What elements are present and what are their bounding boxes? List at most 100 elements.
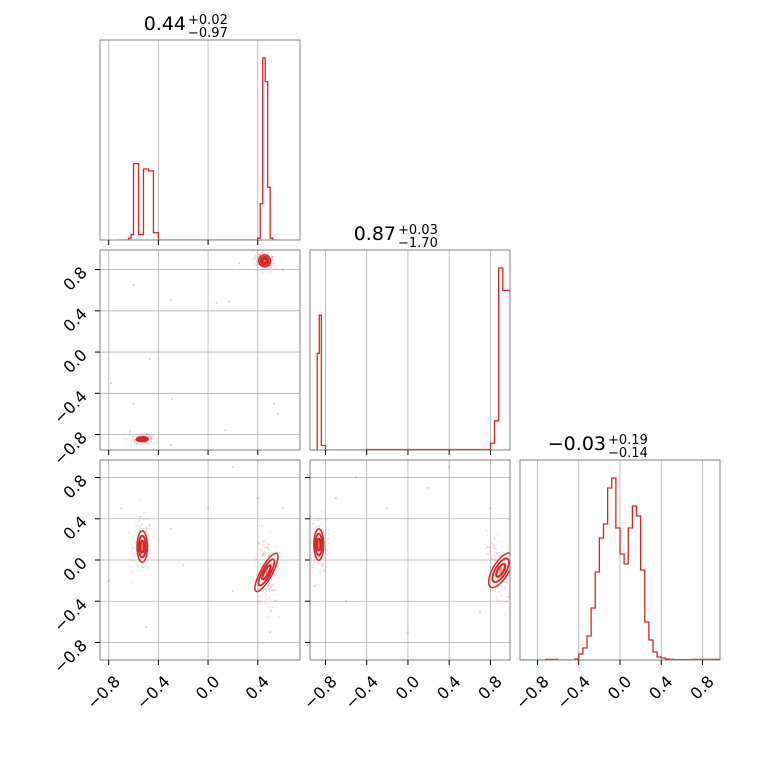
scatter-point: [134, 530, 137, 533]
scatter-point: [170, 397, 174, 400]
scatter-point: [511, 553, 513, 555]
scatter-point: [494, 534, 497, 537]
scatter-point: [268, 588, 271, 591]
scatter-point: [312, 561, 315, 564]
scatter-point: [269, 631, 272, 634]
scatter-point: [169, 299, 172, 302]
title-minus-error: −0.97: [188, 26, 228, 41]
title-minus-error: −0.14: [608, 446, 648, 461]
scatter-point: [267, 584, 270, 587]
y-tick-label: 0.4: [59, 512, 90, 543]
scatter-point: [306, 528, 308, 530]
scatter-point: [484, 543, 487, 546]
x-tick-label: −0.8: [300, 672, 341, 713]
y-tick-label: −0.4: [50, 387, 91, 428]
scatter-point: [316, 583, 319, 586]
scatter-point: [135, 442, 138, 445]
scatter-point: [493, 538, 496, 541]
scatter-point: [254, 558, 257, 561]
scatter-point: [264, 591, 267, 594]
scatter-point: [269, 597, 272, 600]
scatter-point: [505, 544, 508, 547]
scatter-point: [262, 642, 265, 645]
scatter-point: [267, 545, 270, 548]
scatter-point: [142, 527, 145, 530]
scatter-point: [276, 412, 279, 416]
scatter-point: [273, 264, 276, 267]
scatter-point: [120, 507, 123, 510]
scatter-point: [322, 562, 325, 565]
scatter-point: [144, 526, 147, 529]
scatter-point: [503, 589, 506, 592]
scatter-point: [320, 510, 323, 513]
scatter-point: [264, 597, 267, 600]
scatter-point: [139, 515, 142, 518]
title-plus-error: +0.02: [188, 13, 228, 28]
scatter-point: [271, 263, 274, 266]
scatter-point: [427, 486, 430, 489]
scatter-point: [133, 554, 136, 557]
scatter-point: [492, 536, 495, 539]
scatter-point: [507, 596, 510, 599]
scatter-point: [144, 529, 147, 532]
scatter-panel: [107, 466, 285, 645]
scatter-point: [324, 518, 327, 521]
scatter-point: [133, 440, 136, 443]
scatter-point: [254, 256, 257, 259]
density-contour: [257, 254, 272, 268]
scatter-point: [488, 546, 491, 549]
x-tick-label: 0.4: [242, 672, 273, 703]
scatter-point: [253, 256, 256, 259]
density-core: [263, 259, 266, 263]
scatter-point: [137, 565, 140, 568]
scatter-point: [138, 528, 141, 531]
scatter-point: [505, 600, 508, 603]
scatter-point: [448, 466, 451, 469]
scatter-point: [142, 518, 145, 521]
scatter-point: [355, 476, 358, 479]
title-value: 0.44: [144, 13, 186, 35]
scatter-point: [182, 564, 185, 567]
scatter-point: [134, 562, 137, 565]
scatter-point: [386, 507, 389, 510]
scatter-point: [231, 589, 235, 593]
scatter-point: [495, 597, 498, 600]
histogram-title: 0.87 +0.03−1.70: [354, 223, 438, 251]
scatter-point: [137, 531, 140, 534]
y-tick-label: 0.8: [59, 471, 90, 502]
scatter-point: [145, 527, 148, 530]
scatter-point: [260, 555, 263, 558]
scatter-point: [311, 565, 314, 568]
scatter-point: [263, 546, 266, 549]
scatter-point: [272, 261, 275, 264]
x-tick-label: −0.4: [133, 672, 174, 713]
scatter-point: [498, 590, 501, 593]
scatter-point: [255, 260, 258, 263]
scatter-point: [263, 267, 266, 270]
scatter-point: [317, 561, 320, 564]
scatter-point: [493, 554, 496, 557]
density-contour: [257, 558, 276, 587]
scatter-point: [270, 266, 273, 269]
scatter-point: [267, 266, 270, 269]
title-value: 0.87: [354, 223, 396, 245]
scatter-point: [516, 604, 518, 606]
scatter-point: [271, 266, 274, 269]
scatter-point: [267, 271, 270, 274]
scatter-point: [145, 530, 148, 533]
scatter-point: [493, 559, 496, 562]
scatter-point: [255, 263, 258, 266]
scatter-point: [260, 563, 263, 566]
scatter-point: [270, 263, 273, 266]
scatter-point: [152, 435, 155, 438]
scatter-point: [132, 438, 135, 441]
density-contour: [139, 539, 146, 554]
scatter-point: [312, 563, 315, 566]
scatter-point: [146, 527, 149, 530]
scatter-point: [269, 609, 272, 612]
scatter-point: [271, 606, 274, 609]
panel-frame: [99, 39, 301, 241]
scatter-point: [141, 566, 144, 569]
scatter-point: [263, 587, 266, 590]
scatter-point: [282, 574, 285, 577]
